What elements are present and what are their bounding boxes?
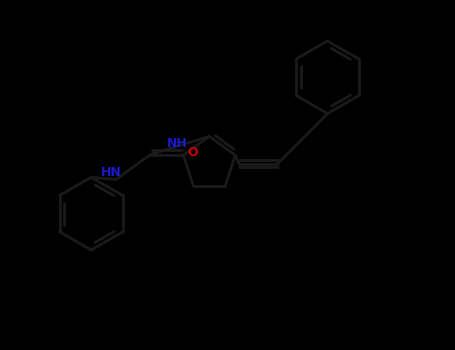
Text: HN: HN <box>101 166 122 179</box>
Text: NH: NH <box>167 137 188 150</box>
Text: O: O <box>187 146 198 159</box>
